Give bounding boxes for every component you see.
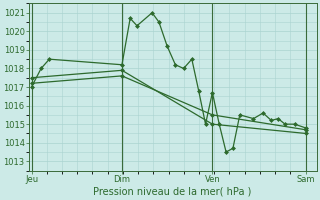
X-axis label: Pression niveau de la mer( hPa ): Pression niveau de la mer( hPa ) (93, 187, 252, 197)
